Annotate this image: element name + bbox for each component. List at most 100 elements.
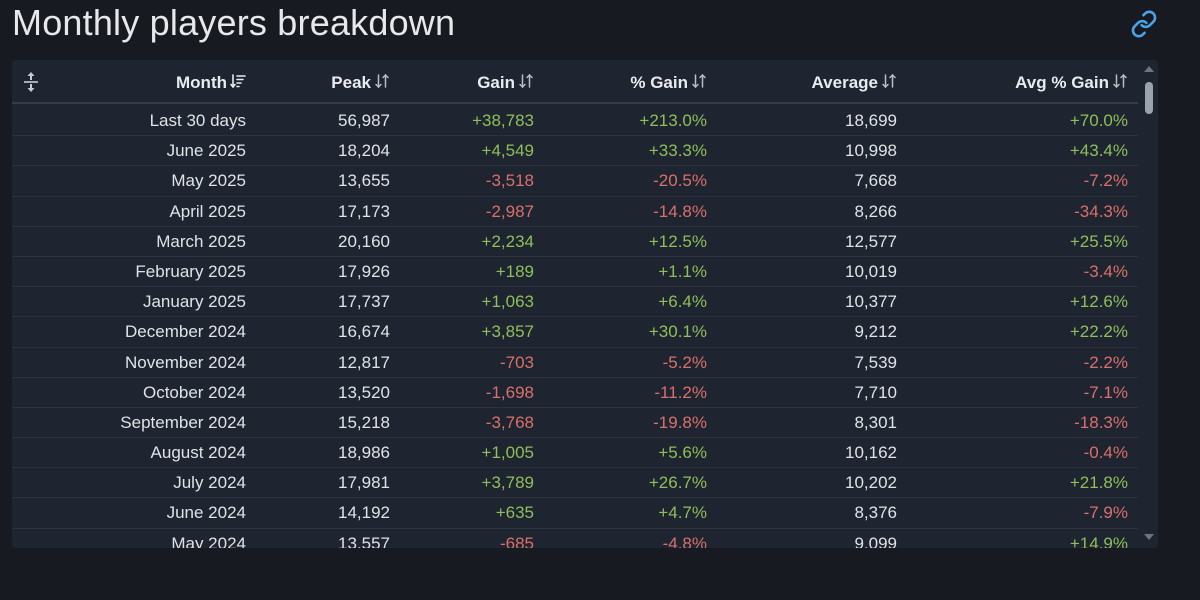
- column-header-month[interactable]: Month: [176, 60, 246, 102]
- cell-average: 10,998: [845, 141, 897, 161]
- cell-avg-pct-gain: +70.0%: [1069, 111, 1128, 130]
- table-row: July 2024 17,981 +3,789 +26.7% 10,202 +21.8%: [12, 468, 1138, 499]
- scroll-up-arrow-icon[interactable]: [1144, 66, 1154, 72]
- cell-peak: 15,218: [338, 412, 390, 432]
- cell-avg-pct-gain: +25.5%: [1069, 231, 1128, 251]
- cell-average: 8,376: [854, 503, 897, 523]
- cell-month: August 2024: [150, 443, 246, 463]
- table-row: April 2025 17,173 -2,987 -14.8% 8,266 -34.3%: [12, 197, 1138, 227]
- cell-average: 8,301: [854, 412, 897, 432]
- cell-pct-gain: +26.7%: [648, 473, 707, 493]
- cell-pct-gain: +30.1%: [648, 322, 707, 342]
- cell-gain: +1,005: [481, 443, 534, 463]
- cell-month: July 2024: [173, 473, 246, 493]
- cell-avg-pct-gain: -18.3%: [1074, 412, 1128, 432]
- cell-average: 8,266: [854, 201, 897, 221]
- table-row: May 2025 13,655 -3,518 -20.5% 7,668 -7.2%: [12, 166, 1138, 197]
- cell-pct-gain: -20.5%: [653, 171, 707, 191]
- cell-gain: +3,789: [481, 473, 534, 493]
- cell-peak: 12,817: [338, 352, 390, 372]
- table-row: August 2024 18,986 +1,005 +5.6% 10,162 -0.4%: [12, 438, 1138, 469]
- cell-average: 9,099: [854, 533, 897, 548]
- table-header: Month Peak Gain % Gain Average Avg % Gai…: [12, 60, 1138, 104]
- table-row: January 2025 17,737 +1,063 +6.4% 10,377 +12.6…: [12, 287, 1138, 318]
- link-icon[interactable]: [1130, 10, 1158, 38]
- sort-toggle-icon: [374, 61, 390, 89]
- table-row: November 2024 12,817 -703 -5.2% 7,539 -2.2%: [12, 348, 1138, 378]
- cell-pct-gain: +12.5%: [648, 231, 707, 251]
- cell-average: 7,668: [854, 171, 897, 191]
- cell-peak: 20,160: [338, 231, 390, 251]
- table-row: June 2024 14,192 +635 +4.7% 8,376 -7.9%: [12, 498, 1138, 529]
- vertical-scrollbar[interactable]: [1140, 60, 1158, 548]
- table-row: October 2024 13,520 -1,698 -11.2% 7,710 -7.1%: [12, 378, 1138, 408]
- cell-peak: 18,986: [338, 443, 390, 463]
- cell-pct-gain: +213.0%: [639, 111, 707, 130]
- column-header-gain[interactable]: Gain: [477, 60, 534, 102]
- cell-average: 10,019: [845, 261, 897, 281]
- cell-gain: -3,518: [485, 171, 534, 191]
- cell-gain: +38,783: [472, 111, 534, 130]
- sort-toggle-icon: [1112, 61, 1128, 89]
- table-row: December 2024 16,674 +3,857 +30.1% 9,212 +22.…: [12, 317, 1138, 348]
- cell-gain: -1,698: [485, 382, 534, 402]
- cell-peak: 17,737: [338, 292, 390, 312]
- cell-month: May 2025: [171, 171, 246, 191]
- cell-peak: 17,981: [338, 473, 390, 493]
- cell-month: March 2025: [156, 231, 246, 251]
- cell-gain: -703: [499, 352, 534, 372]
- cell-average: 12,577: [845, 231, 897, 251]
- cell-gain: +4,549: [481, 141, 534, 161]
- cell-month: January 2025: [142, 292, 246, 312]
- cell-month: November 2024: [125, 352, 246, 372]
- column-header-avg-pct-gain[interactable]: Avg % Gain: [1015, 60, 1128, 102]
- cell-avg-pct-gain: -2.2%: [1083, 352, 1128, 372]
- cell-peak: 13,655: [338, 171, 390, 191]
- cell-avg-pct-gain: -34.3%: [1074, 201, 1128, 221]
- cell-peak: 13,557: [338, 533, 390, 548]
- cell-avg-pct-gain: +12.6%: [1069, 292, 1128, 312]
- cell-average: 9,212: [854, 322, 897, 342]
- cell-month: September 2024: [120, 412, 246, 432]
- scroll-down-arrow-icon[interactable]: [1144, 534, 1154, 540]
- cell-month: June 2024: [166, 503, 246, 523]
- cell-pct-gain: +1.1%: [658, 261, 707, 281]
- cell-gain: +3,857: [481, 322, 534, 342]
- cell-pct-gain: +5.6%: [658, 443, 707, 463]
- sort-toggle-icon: [691, 61, 707, 89]
- players-table: Month Peak Gain % Gain Average Avg % Gai…: [12, 60, 1158, 548]
- cell-average: 10,202: [845, 473, 897, 493]
- cell-avg-pct-gain: -3.4%: [1083, 261, 1128, 281]
- sort-toggle-icon: [881, 61, 897, 89]
- cell-avg-pct-gain: +22.2%: [1069, 322, 1128, 342]
- cell-gain: +189: [495, 261, 534, 281]
- table-row: June 2025 18,204 +4,549 +33.3% 10,998 +43.4%: [12, 136, 1138, 167]
- move-handle-icon[interactable]: [22, 72, 40, 92]
- cell-average: 18,699: [845, 111, 897, 130]
- scrollbar-thumb[interactable]: [1145, 82, 1153, 114]
- column-header-average[interactable]: Average: [812, 60, 897, 102]
- cell-average: 10,162: [845, 443, 897, 463]
- cell-pct-gain: +33.3%: [648, 141, 707, 161]
- column-header-peak[interactable]: Peak: [331, 60, 390, 102]
- cell-gain: +1,063: [481, 292, 534, 312]
- cell-average: 7,710: [854, 382, 897, 402]
- cell-avg-pct-gain: +14.9%: [1069, 533, 1128, 548]
- page-title: Monthly players breakdown: [12, 2, 456, 43]
- table-row: May 2024 13,557 -685 -4.8% 9,099 +14.9%: [12, 529, 1138, 548]
- cell-month: May 2024: [171, 533, 246, 548]
- cell-peak: 18,204: [338, 141, 390, 161]
- cell-peak: 14,192: [338, 503, 390, 523]
- cell-gain: +635: [495, 503, 534, 523]
- cell-month: February 2025: [135, 261, 246, 281]
- cell-avg-pct-gain: +21.8%: [1069, 473, 1128, 493]
- cell-pct-gain: -14.8%: [653, 201, 707, 221]
- cell-peak: 56,987: [338, 111, 390, 130]
- cell-gain: -2,987: [485, 201, 534, 221]
- table-row: Last 30 days 56,987 +38,783 +213.0% 18,699 +7…: [12, 106, 1138, 137]
- cell-average: 7,539: [854, 352, 897, 372]
- cell-pct-gain: -5.2%: [662, 352, 707, 372]
- cell-gain: -685: [499, 533, 534, 548]
- column-header-pct-gain[interactable]: % Gain: [630, 60, 707, 102]
- cell-month: April 2025: [169, 201, 246, 221]
